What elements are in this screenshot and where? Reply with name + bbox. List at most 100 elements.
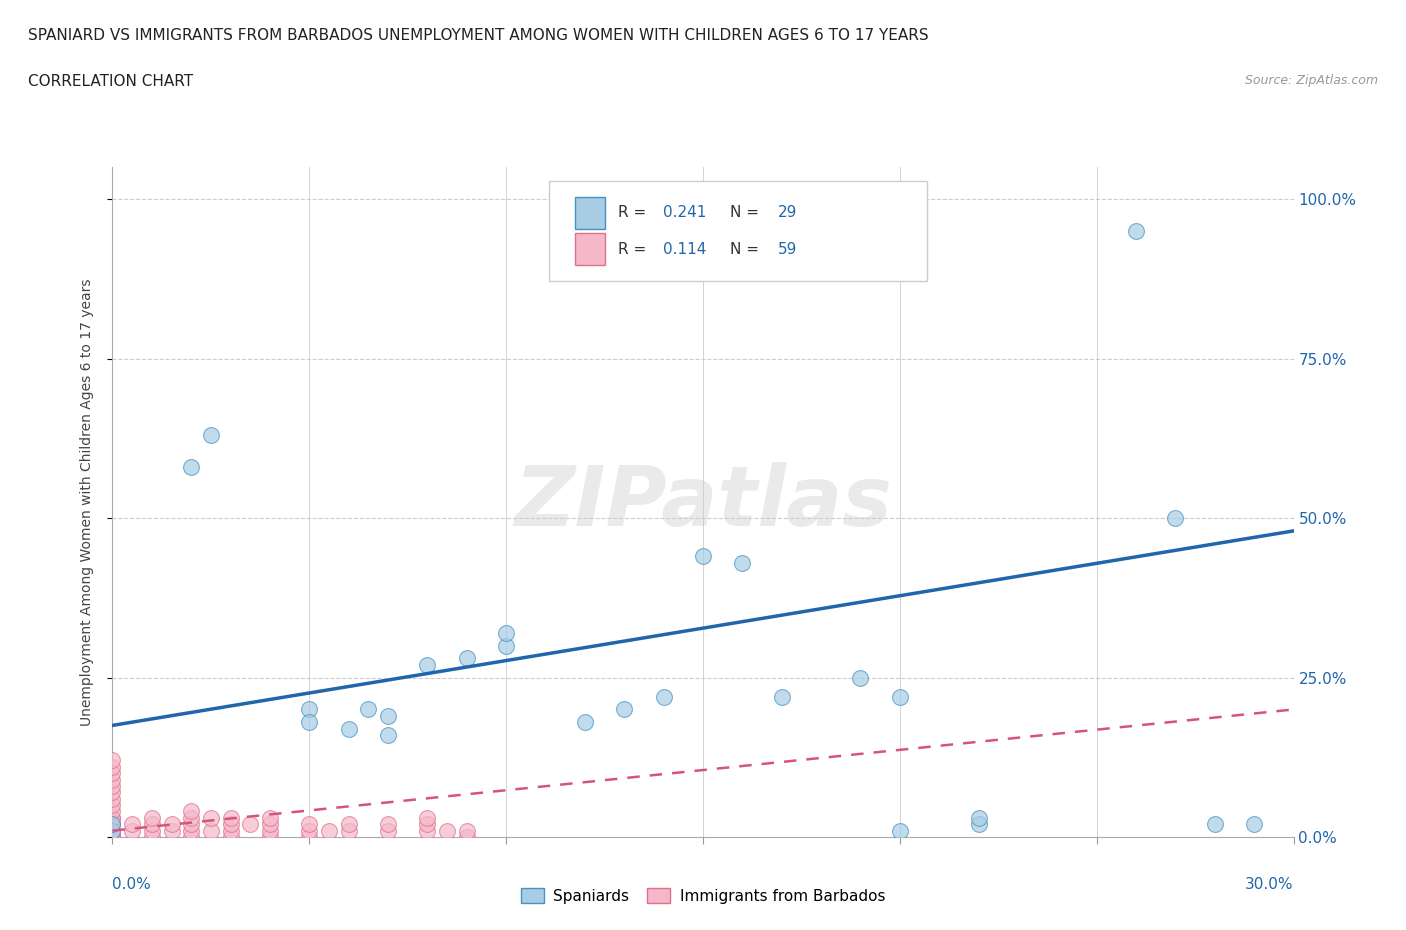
Point [259, 830, 281, 844]
Point [298, 830, 321, 844]
Text: R =: R = [619, 206, 651, 220]
Point [495, 638, 517, 653]
Text: 0.0%: 0.0% [112, 877, 152, 892]
Point [101, 817, 124, 831]
Point [200, 823, 222, 838]
Point [1164, 511, 1187, 525]
Point [849, 671, 872, 685]
Point [337, 817, 360, 831]
Point [1204, 817, 1226, 831]
Point [200, 810, 222, 825]
Point [101, 830, 124, 844]
Point [101, 810, 124, 825]
Point [456, 651, 478, 666]
Point [101, 830, 124, 844]
Point [1243, 817, 1265, 831]
Point [101, 753, 124, 768]
Text: SPANIARD VS IMMIGRANTS FROM BARBADOS UNEMPLOYMENT AMONG WOMEN WITH CHILDREN AGES: SPANIARD VS IMMIGRANTS FROM BARBADOS UNE… [28, 28, 929, 43]
Point [495, 626, 517, 641]
Point [219, 830, 242, 844]
Point [101, 772, 124, 787]
Point [180, 823, 202, 838]
Point [377, 823, 399, 838]
Point [456, 823, 478, 838]
Point [101, 798, 124, 813]
Point [298, 715, 321, 730]
Point [574, 715, 596, 730]
Point [652, 689, 675, 704]
Point [889, 823, 911, 838]
Point [416, 817, 439, 831]
Text: ZIPatlas: ZIPatlas [515, 461, 891, 543]
Point [101, 810, 124, 825]
Point [219, 810, 242, 825]
Point [141, 810, 163, 825]
Point [298, 823, 321, 838]
Point [101, 823, 124, 838]
Point [337, 823, 360, 838]
Point [101, 817, 124, 831]
Point [318, 823, 340, 838]
Point [298, 702, 321, 717]
Point [889, 689, 911, 704]
Text: 59: 59 [778, 242, 797, 257]
Bar [575, 197, 605, 229]
Point [436, 823, 458, 838]
Point [101, 823, 124, 838]
Point [121, 817, 143, 831]
Point [101, 817, 124, 831]
Point [101, 765, 124, 780]
Point [416, 823, 439, 838]
Point [200, 428, 222, 443]
Text: 30.0%: 30.0% [1246, 877, 1294, 892]
FancyBboxPatch shape [550, 180, 928, 281]
Point [101, 785, 124, 800]
Y-axis label: Unemployment Among Women with Children Ages 6 to 17 years: Unemployment Among Women with Children A… [80, 278, 94, 726]
Point [160, 817, 183, 831]
Point [101, 823, 124, 838]
Text: CORRELATION CHART: CORRELATION CHART [28, 74, 193, 89]
Point [101, 830, 124, 844]
Point [692, 549, 714, 564]
Point [101, 760, 124, 775]
Point [259, 823, 281, 838]
Point [416, 658, 439, 672]
Point [180, 810, 202, 825]
Text: R =: R = [619, 242, 651, 257]
Point [160, 823, 183, 838]
Point [337, 721, 360, 736]
Text: N =: N = [730, 242, 763, 257]
Point [219, 823, 242, 838]
Point [377, 817, 399, 831]
Point [456, 830, 478, 844]
Text: 0.114: 0.114 [662, 242, 706, 257]
Point [141, 830, 163, 844]
Point [101, 830, 124, 844]
Text: 0.241: 0.241 [662, 206, 706, 220]
Point [1125, 224, 1147, 239]
Point [180, 830, 202, 844]
Point [180, 817, 202, 831]
Point [731, 555, 754, 570]
Point [180, 804, 202, 819]
Point [377, 709, 399, 724]
Point [239, 817, 262, 831]
Point [101, 804, 124, 819]
Point [121, 823, 143, 838]
Point [259, 810, 281, 825]
Bar [575, 233, 605, 265]
Point [141, 817, 163, 831]
Point [967, 817, 990, 831]
Point [101, 778, 124, 793]
Point [101, 791, 124, 806]
Legend: Spaniards, Immigrants from Barbados: Spaniards, Immigrants from Barbados [515, 882, 891, 910]
Text: 29: 29 [778, 206, 797, 220]
Point [219, 817, 242, 831]
Text: Source: ZipAtlas.com: Source: ZipAtlas.com [1244, 74, 1378, 87]
Point [416, 810, 439, 825]
Text: N =: N = [730, 206, 763, 220]
Point [101, 830, 124, 844]
Point [613, 702, 636, 717]
Point [967, 810, 990, 825]
Point [298, 817, 321, 831]
